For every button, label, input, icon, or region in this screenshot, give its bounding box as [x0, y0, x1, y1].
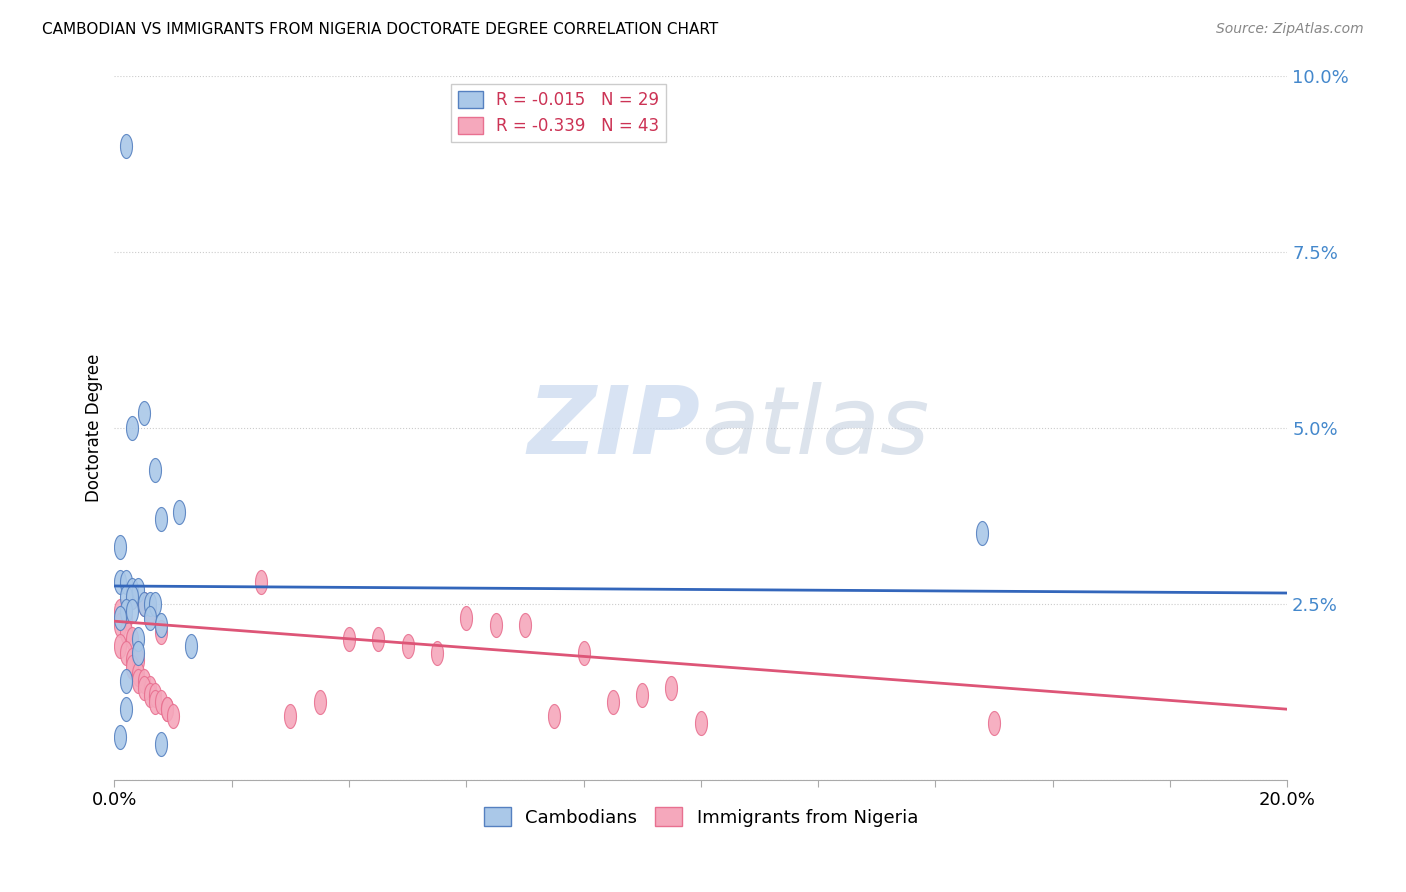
- Point: [115, 624, 138, 639]
- Point: [138, 681, 160, 695]
- Point: [162, 709, 184, 723]
- Point: [132, 681, 155, 695]
- Point: [983, 716, 1005, 731]
- Point: [132, 407, 155, 421]
- Point: [121, 590, 143, 604]
- Point: [138, 688, 160, 702]
- Point: [138, 610, 160, 624]
- Point: [308, 695, 330, 709]
- Point: [127, 646, 149, 660]
- Point: [110, 639, 132, 653]
- Point: [121, 582, 143, 597]
- Text: atlas: atlas: [700, 382, 929, 473]
- Y-axis label: Doctorate Degree: Doctorate Degree: [86, 353, 103, 502]
- Point: [456, 610, 478, 624]
- Point: [631, 688, 654, 702]
- Point: [689, 716, 711, 731]
- Point: [115, 610, 138, 624]
- Point: [110, 604, 132, 618]
- Point: [115, 702, 138, 716]
- Point: [115, 575, 138, 590]
- Point: [110, 575, 132, 590]
- Point: [138, 604, 160, 618]
- Point: [121, 632, 143, 646]
- Text: Source: ZipAtlas.com: Source: ZipAtlas.com: [1216, 22, 1364, 37]
- Point: [127, 632, 149, 646]
- Point: [150, 512, 173, 526]
- Legend: Cambodians, Immigrants from Nigeria: Cambodians, Immigrants from Nigeria: [477, 800, 925, 834]
- Point: [661, 681, 683, 695]
- Point: [110, 541, 132, 555]
- Text: ZIP: ZIP: [527, 382, 700, 474]
- Point: [484, 617, 506, 632]
- Point: [132, 597, 155, 611]
- Point: [145, 695, 167, 709]
- Point: [426, 646, 449, 660]
- Point: [127, 653, 149, 667]
- Point: [110, 610, 132, 624]
- Point: [396, 639, 419, 653]
- Point: [132, 597, 155, 611]
- Point: [115, 590, 138, 604]
- Point: [156, 702, 179, 716]
- Point: [145, 463, 167, 477]
- Point: [115, 139, 138, 153]
- Point: [121, 590, 143, 604]
- Point: [972, 526, 994, 541]
- Point: [127, 582, 149, 597]
- Point: [250, 575, 273, 590]
- Point: [543, 709, 565, 723]
- Point: [138, 597, 160, 611]
- Point: [150, 738, 173, 752]
- Point: [115, 646, 138, 660]
- Point: [167, 505, 190, 519]
- Point: [121, 604, 143, 618]
- Point: [115, 604, 138, 618]
- Point: [572, 646, 595, 660]
- Point: [337, 632, 360, 646]
- Point: [367, 632, 389, 646]
- Point: [121, 420, 143, 434]
- Point: [145, 597, 167, 611]
- Point: [110, 617, 132, 632]
- Point: [121, 653, 143, 667]
- Point: [150, 624, 173, 639]
- Point: [127, 667, 149, 681]
- Point: [132, 673, 155, 688]
- Point: [121, 660, 143, 674]
- Point: [150, 617, 173, 632]
- Point: [156, 702, 179, 716]
- Point: [127, 673, 149, 688]
- Point: [513, 617, 536, 632]
- Point: [115, 673, 138, 688]
- Point: [110, 731, 132, 745]
- Point: [278, 709, 301, 723]
- Text: CAMBODIAN VS IMMIGRANTS FROM NIGERIA DOCTORATE DEGREE CORRELATION CHART: CAMBODIAN VS IMMIGRANTS FROM NIGERIA DOC…: [42, 22, 718, 37]
- Point: [180, 639, 202, 653]
- Point: [150, 695, 173, 709]
- Point: [602, 695, 624, 709]
- Point: [145, 688, 167, 702]
